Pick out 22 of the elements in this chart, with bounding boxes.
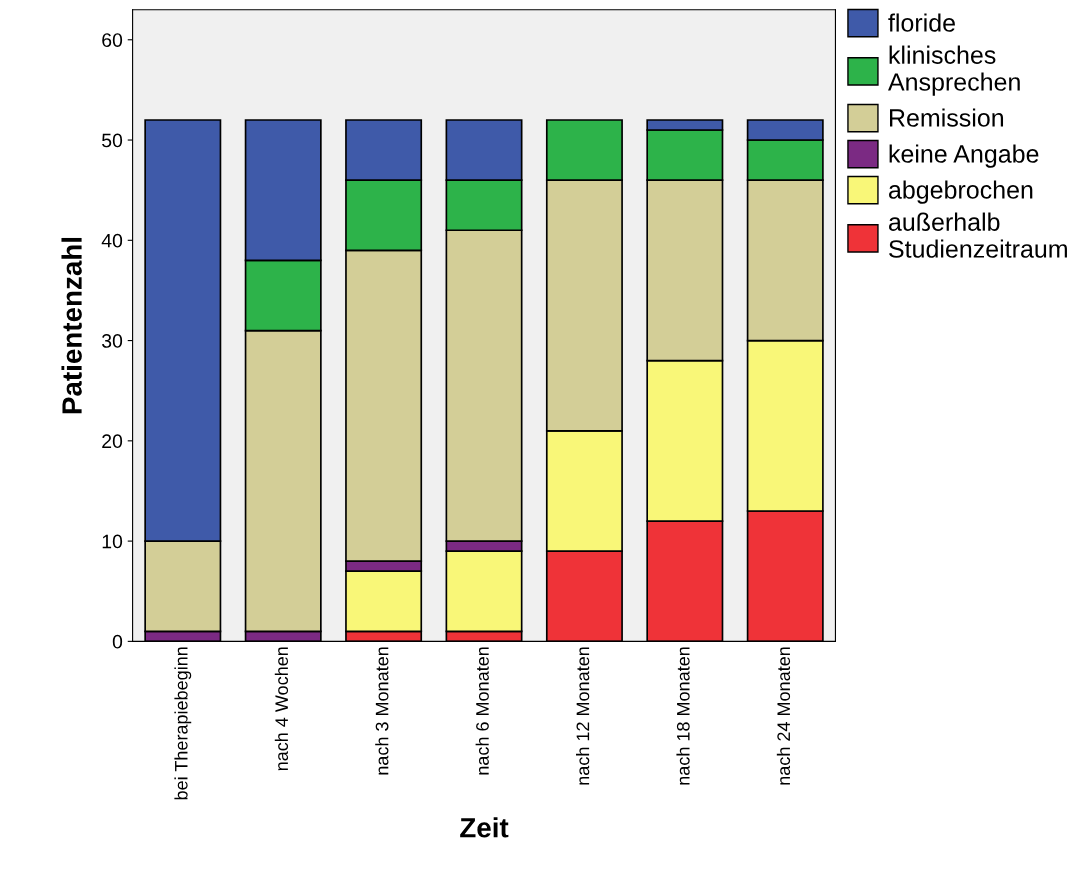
y-tick-label: 60	[102, 33, 123, 48]
x-tick-label: nach 4 Wochen	[274, 647, 289, 771]
y-tick-label: 40	[101, 233, 123, 248]
x-tick-label: nach 12 Monaten	[576, 647, 590, 785]
x-axis-title: Zeit	[460, 817, 509, 838]
legend-label: floride	[888, 13, 955, 32]
y-tick-label: 20	[102, 434, 123, 449]
x-tick-label: nach 3 Monaten	[375, 647, 389, 775]
x-tick-label: bei Therapiebeginn	[174, 647, 192, 800]
legend-label: außerhalb Studienzeitraum	[889, 212, 1067, 258]
x-tick-label: nach 6 Monaten	[475, 647, 489, 775]
x-tick-label: nach 18 Monaten	[676, 647, 690, 785]
y-tick-label: 50	[102, 133, 123, 148]
y-tick-label: 10	[102, 534, 123, 549]
legend-label: klinisches Ansprechen	[888, 45, 1020, 96]
legend-label: keine Angabe	[889, 144, 1039, 168]
y-tick-label: 30	[101, 334, 123, 348]
y-axis-title: Patientenzahl	[61, 237, 82, 414]
x-tick-label: nach 24 Monaten	[776, 647, 791, 785]
y-tick-label: 0	[112, 634, 123, 649]
legend-label: abgebrochen	[889, 180, 1033, 204]
legend-label: Remission	[890, 108, 1004, 127]
